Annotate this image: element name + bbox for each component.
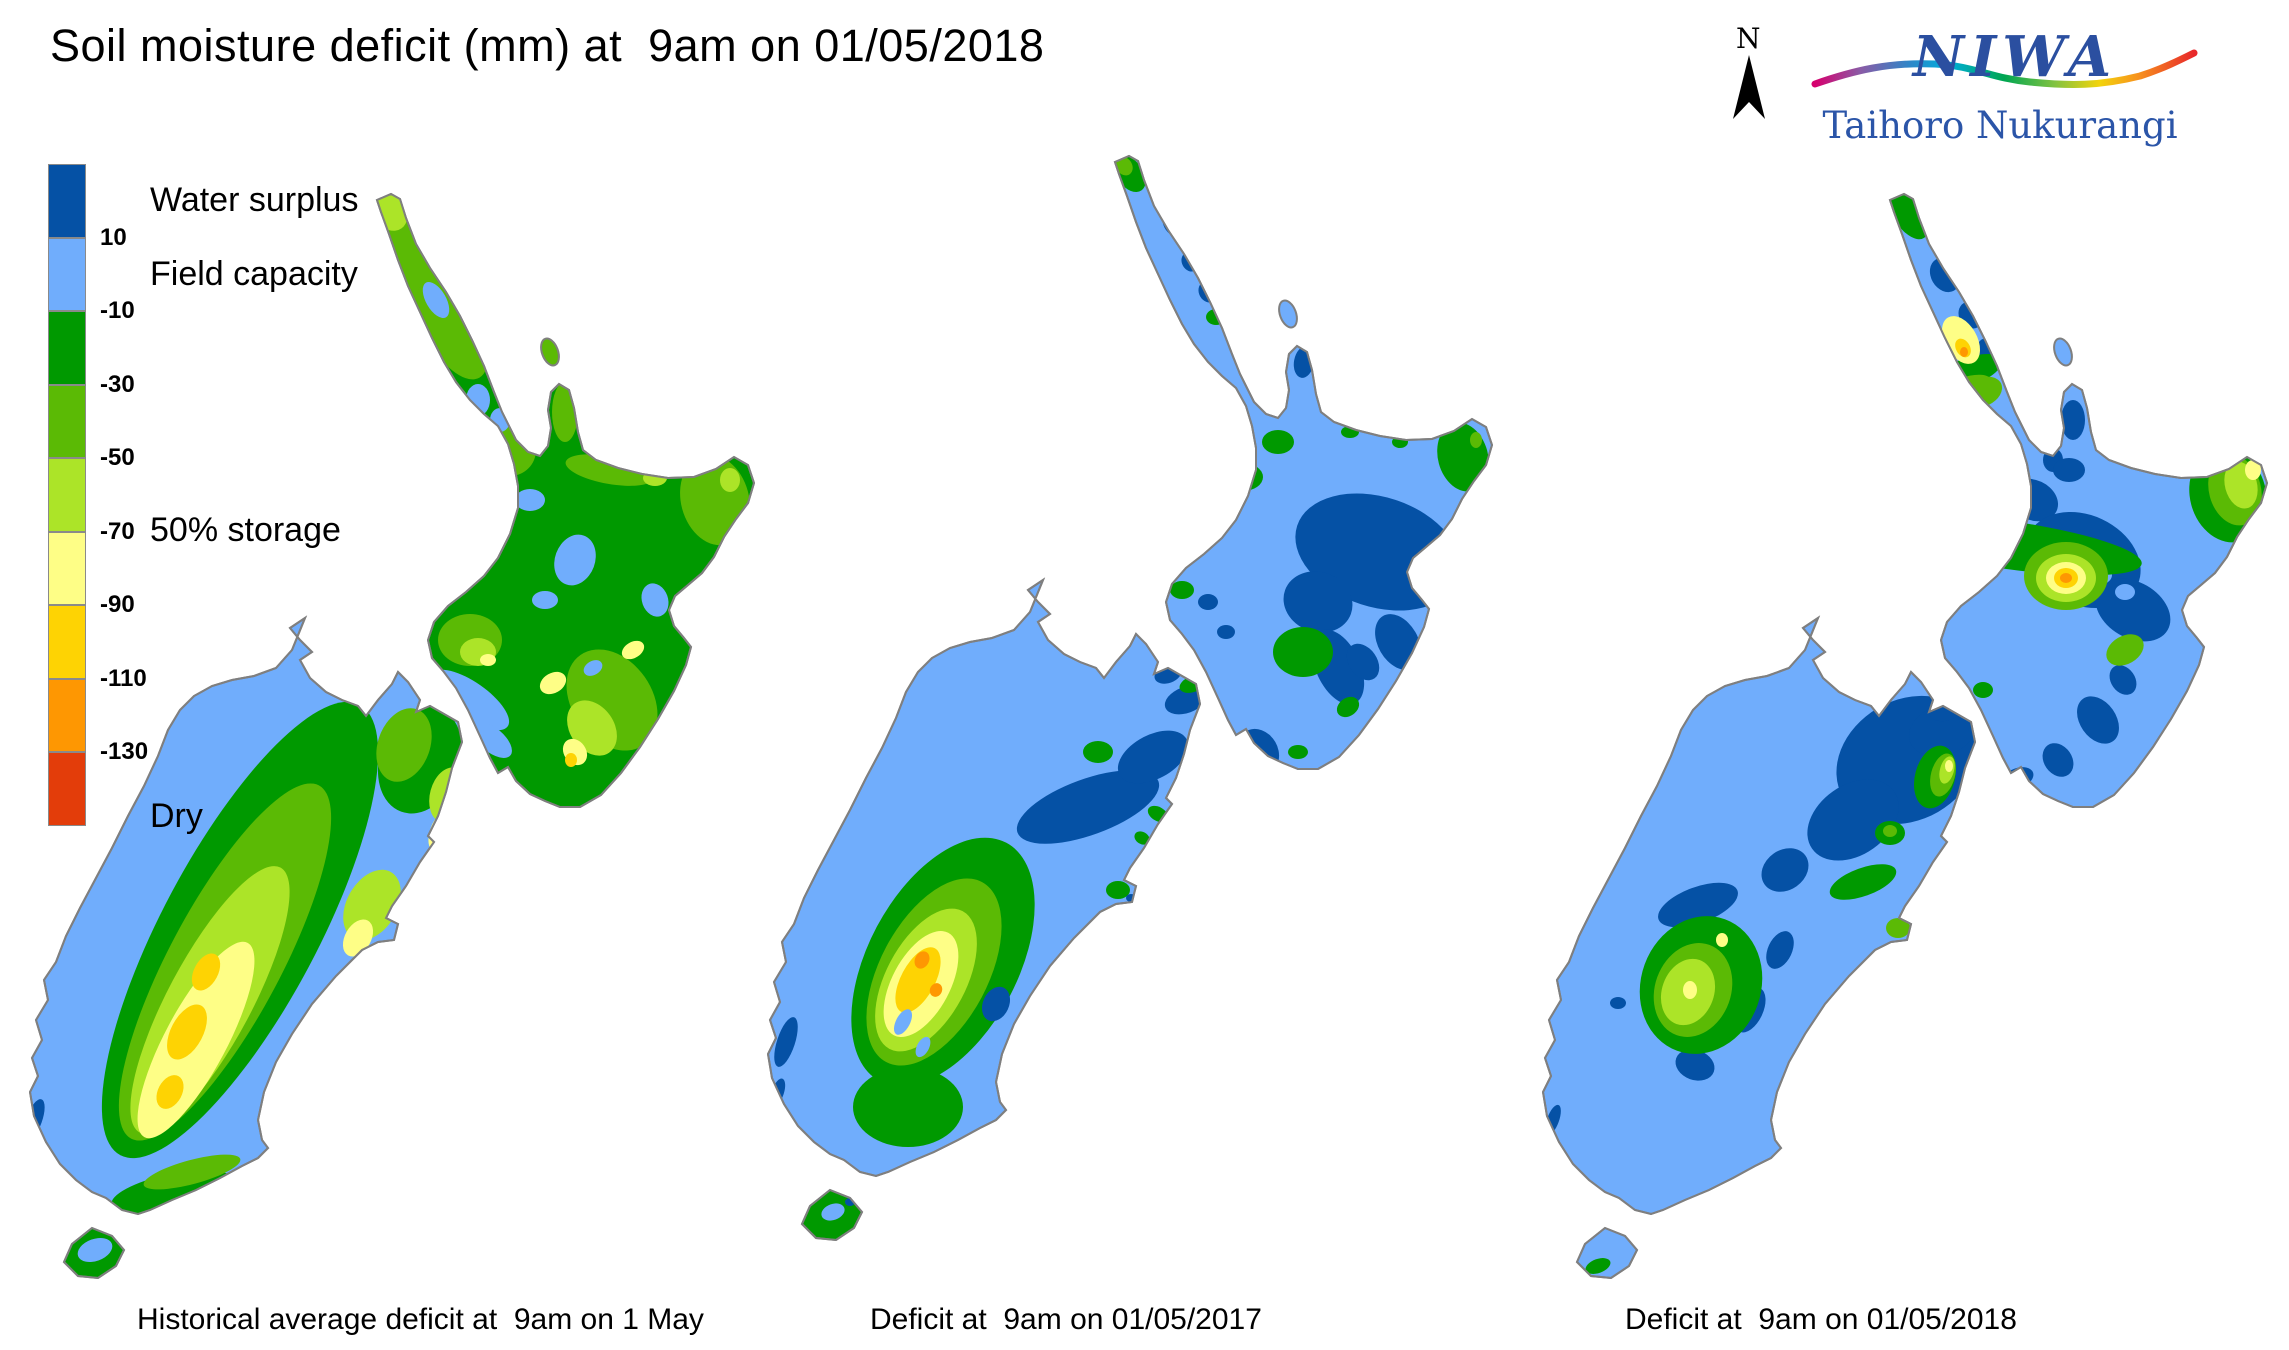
legend-tick--130: -130 xyxy=(100,738,149,765)
north-label: N xyxy=(1736,22,1761,55)
niwa-logo: NIWA Taihoro Nukurangi xyxy=(1800,18,2230,148)
legend-band-deficit-90-110 xyxy=(48,605,86,679)
map-2017 xyxy=(767,155,1493,1241)
legend-label-50-storage: 50% storage xyxy=(150,511,341,549)
legend-band-deficit-110-130 xyxy=(48,678,86,752)
legend-tick--110: -110 xyxy=(100,664,147,692)
niwa-wave-icon xyxy=(1811,49,2198,88)
niwa-logo-subtitle: Taihoro Nukurangi xyxy=(1822,104,2178,147)
legend-label-dry: Dry xyxy=(150,797,203,835)
legend-band-dry xyxy=(48,752,86,826)
legend-band-deficit-30-50 xyxy=(48,384,86,458)
legend-label-water-surplus: Water surplus xyxy=(150,181,359,219)
legend-tick--70: -70 xyxy=(100,517,135,545)
legend-tick-10: 10 xyxy=(100,223,127,251)
legend-band-deficit-10-30 xyxy=(48,311,86,385)
legend-band-field-capacity xyxy=(48,237,86,311)
page-title: Soil moisture deficit (mm) at 9am on 01/… xyxy=(50,20,1045,71)
map-2018 xyxy=(1542,193,2268,1279)
legend-tick--50: -50 xyxy=(100,444,135,471)
niwa-logo-text: NIWA xyxy=(1912,24,2118,90)
legend-tick--10: -10 xyxy=(100,297,135,324)
north-arrow-icon xyxy=(1733,55,1765,119)
legend-band-deficit-50-70 xyxy=(48,458,86,532)
legend-tick--30: -30 xyxy=(100,370,135,398)
legend-band-water-surplus xyxy=(48,164,86,238)
caption-2018: Deficit at 9am on 01/05/2018 xyxy=(1625,1303,2017,1336)
map-historical-average xyxy=(29,193,755,1279)
legend-tick--90: -90 xyxy=(100,591,135,618)
caption-historical-average: Historical average deficit at 9am on 1 M… xyxy=(137,1303,704,1336)
caption-2017: Deficit at 9am on 01/05/2017 xyxy=(870,1303,1262,1336)
legend-color-bar xyxy=(48,164,86,826)
legend-label-field-capacity: Field capacity xyxy=(150,255,358,293)
legend-band-deficit-70-90 xyxy=(48,531,86,605)
